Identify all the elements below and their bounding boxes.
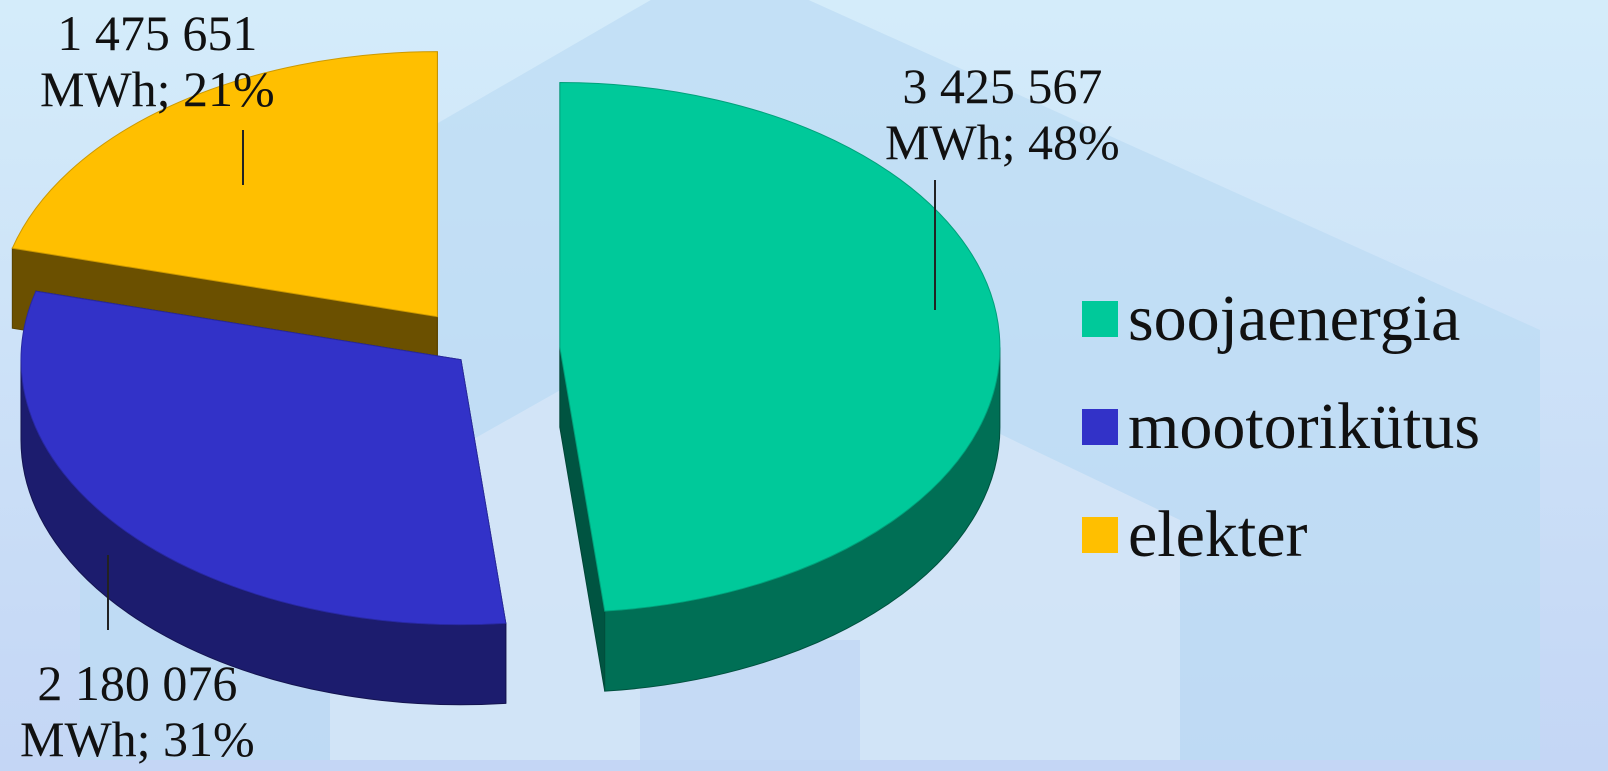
- legend-swatch: [1082, 409, 1118, 445]
- data-label-soojaenergia: 3 425 567 MWh; 48%: [885, 58, 1120, 170]
- legend-label: soojaenergia: [1128, 282, 1461, 355]
- legend-label: mootorikütus: [1128, 390, 1481, 463]
- legend-label: elekter: [1128, 498, 1308, 571]
- data-label-elekter: 1 475 651 MWh; 21%: [40, 5, 275, 117]
- legend-item-soojaenergia: soojaenergia: [1082, 265, 1480, 373]
- data-label-mootorikutus: 2 180 076 MWh; 31%: [20, 655, 255, 767]
- legend-swatch: [1082, 301, 1118, 337]
- legend-item-elekter: elekter: [1082, 481, 1480, 589]
- legend: soojaenergia mootorikütus elekter: [1082, 265, 1480, 589]
- pie-slice-soojaenergia: [559, 82, 1001, 612]
- legend-swatch: [1082, 517, 1118, 553]
- legend-item-mootorikutus: mootorikütus: [1082, 373, 1480, 481]
- pie-slice-elekter: [11, 51, 438, 318]
- pie-slice-mootorikutus: [20, 290, 507, 626]
